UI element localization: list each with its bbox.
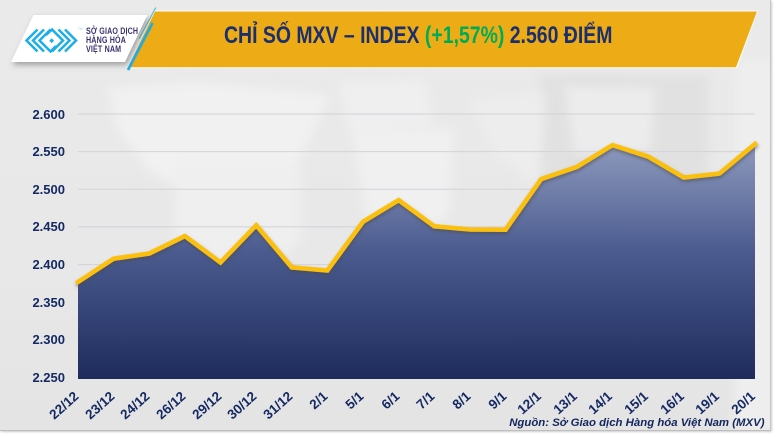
svg-text:TM: TM [78,27,83,31]
